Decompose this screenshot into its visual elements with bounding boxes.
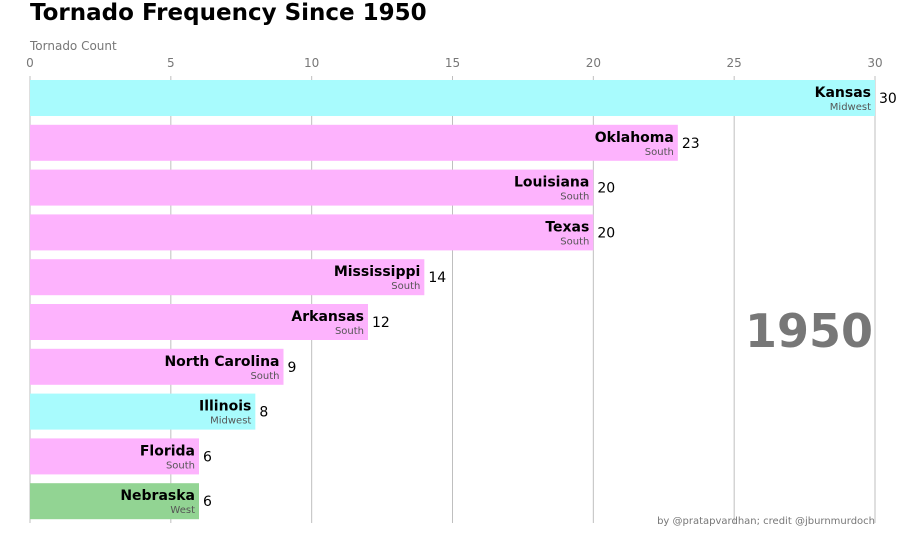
bar-category-label: Arkansas	[291, 309, 364, 325]
credit-text: by @pratapvardhan; credit @jburnmurdoch	[657, 516, 875, 527]
x-tick-label: 30	[867, 56, 882, 70]
bar-value-label: 6	[203, 449, 212, 465]
bar	[30, 393, 256, 430]
bar-value-label: 12	[372, 315, 390, 331]
bar	[30, 483, 199, 520]
bar-group-label: South	[645, 147, 674, 158]
bar-category-label: Illinois	[199, 399, 251, 415]
bar-category-label: Louisiana	[514, 175, 589, 191]
bar-value-label: 9	[288, 360, 297, 376]
bar-category-label: Oklahoma	[595, 130, 674, 146]
bar-value-label: 20	[597, 225, 615, 241]
bar	[30, 124, 678, 161]
x-tick-label: 10	[304, 56, 319, 70]
bar-group-label: South	[560, 192, 589, 203]
bar	[30, 214, 594, 251]
x-tick-label: 20	[586, 56, 601, 70]
bar-category-label: Nebraska	[120, 488, 195, 504]
bar-value-label: 30	[879, 91, 897, 107]
bar-group-label: South	[391, 281, 420, 292]
bar-category-label: Texas	[545, 219, 589, 235]
x-tick-label: 0	[26, 56, 34, 70]
bar	[30, 259, 425, 296]
bar	[30, 304, 368, 340]
bar-group-label: Midwest	[830, 102, 871, 113]
bar-group-label: South	[560, 236, 589, 247]
x-tick-label: 25	[727, 56, 742, 70]
bar-value-label: 20	[597, 181, 615, 197]
bar-category-label: Kansas	[815, 85, 871, 101]
bar	[30, 80, 875, 116]
bar-value-label: 6	[203, 494, 212, 510]
year-label: 1950	[745, 304, 873, 358]
bar	[30, 348, 284, 385]
bar-group-label: South	[335, 326, 364, 337]
bar-category-label: North Carolina	[164, 354, 279, 370]
bar-category-label: Mississippi	[334, 264, 421, 280]
x-tick-label: 5	[167, 56, 175, 70]
bar-group-label: West	[170, 505, 195, 516]
bar-group-label: South	[166, 460, 195, 471]
x-axis-label: Tornado Count	[29, 39, 117, 53]
bar	[30, 438, 199, 475]
bar	[30, 169, 594, 206]
bar-value-label: 8	[259, 405, 268, 421]
bar-group-label: Midwest	[210, 416, 251, 427]
bar-value-label: 14	[428, 270, 446, 286]
bar-group-label: South	[250, 371, 279, 382]
x-tick-label: 15	[445, 56, 460, 70]
bar-value-label: 23	[682, 136, 700, 152]
chart-title: Tornado Frequency Since 1950	[30, 0, 427, 26]
bar-category-label: Florida	[140, 443, 195, 459]
